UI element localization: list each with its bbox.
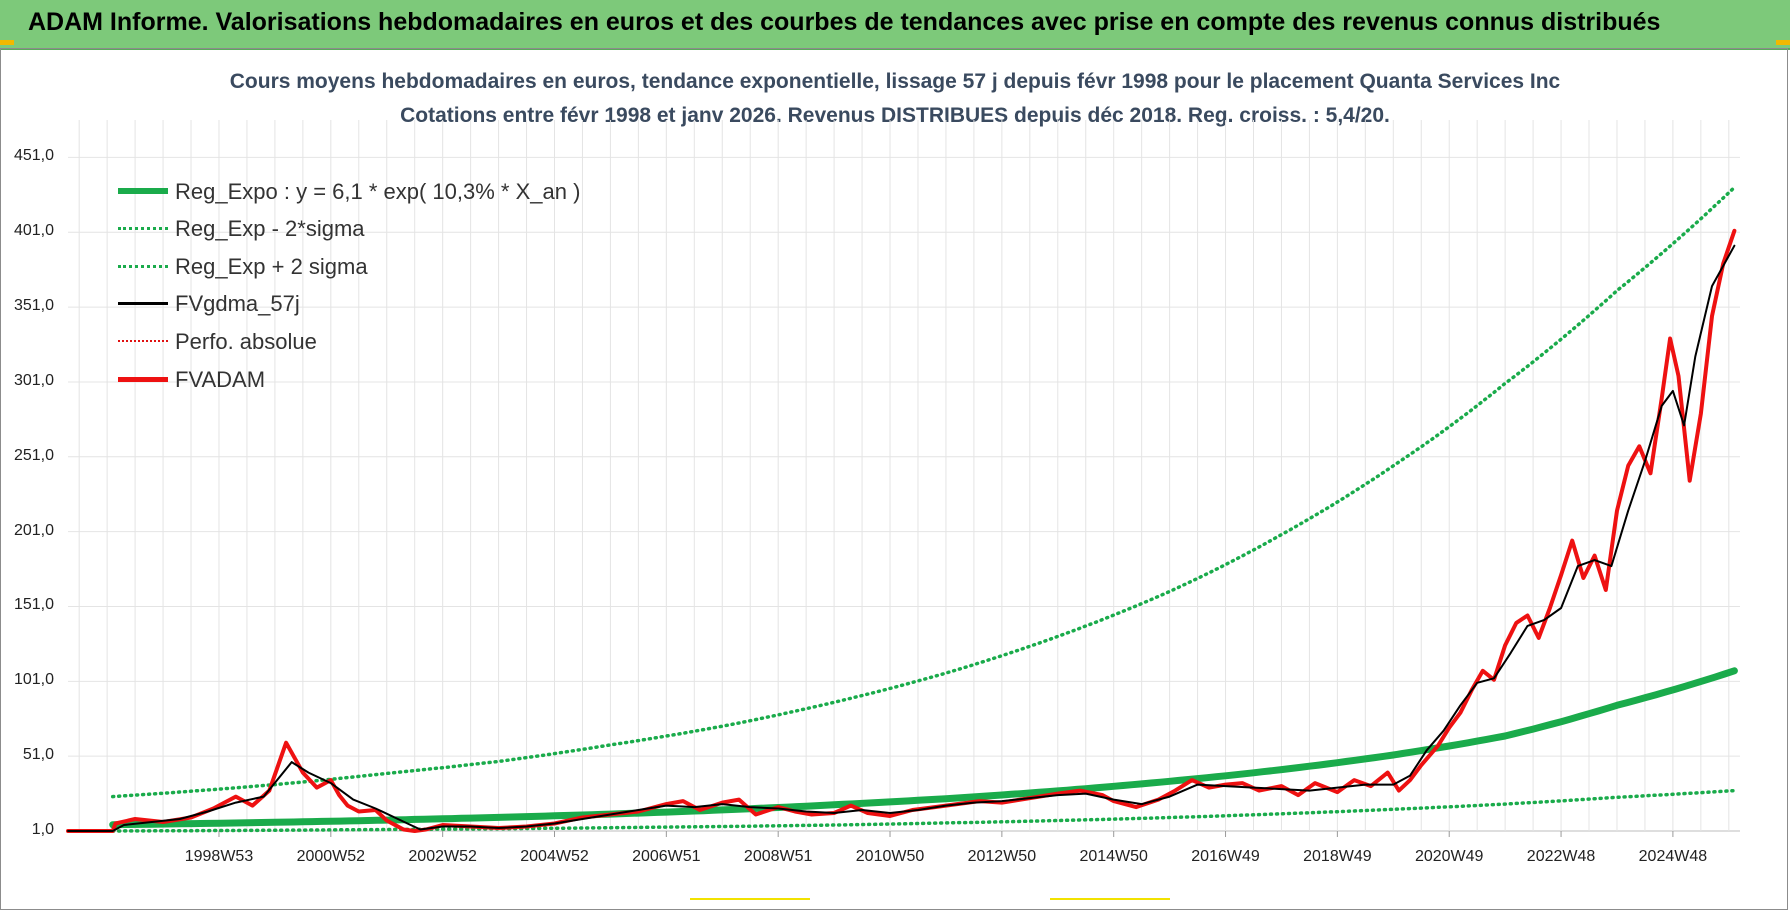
y-tick-label: 451,0 bbox=[13, 147, 54, 165]
legend-item-reg-expo: Reg_Expo : y = 6,1 * exp( 10,3% * X_an ) bbox=[118, 176, 598, 206]
y-tick-label: 1,0 bbox=[31, 821, 54, 838]
legend-label-perfo: Perfo. absolue bbox=[175, 329, 317, 354]
x-tick-label: 2016W49 bbox=[1191, 848, 1260, 865]
legend-swatch-perfo bbox=[118, 340, 168, 342]
chart-subtitle: Cotations entre févr 1998 et janv 2026. … bbox=[400, 104, 1390, 127]
legend-item-perfo: Perfo. absolue bbox=[118, 326, 598, 356]
series-reg-expo bbox=[109, 667, 1738, 829]
legend-swatch-reg-expo bbox=[118, 188, 168, 194]
series-reg-exp-plus-2sigma bbox=[110, 185, 1737, 799]
x-tick-label: 2012W50 bbox=[967, 848, 1037, 865]
legend-label-reg-exp-plus: Reg_Exp + 2 sigma bbox=[175, 254, 368, 279]
y-tick-label: 201,0 bbox=[13, 521, 54, 539]
legend-label-reg-exp-minus: Reg_Exp - 2*sigma bbox=[175, 216, 365, 241]
series-fvgdma-57j bbox=[67, 244, 1736, 832]
x-tick-label: 2020W49 bbox=[1414, 848, 1484, 865]
legend-swatch-reg-exp-plus bbox=[118, 265, 168, 268]
x-tick-label: 2010W50 bbox=[855, 848, 925, 865]
legend-item-fvadam: FVADAM bbox=[118, 364, 598, 394]
y-tick-label: 101,0 bbox=[13, 671, 54, 689]
y-tick-label: 401,0 bbox=[13, 222, 54, 240]
series-fvadam bbox=[66, 228, 1737, 833]
legend-label-reg-expo: Reg_Expo : y = 6,1 * exp( 10,3% * X_an ) bbox=[175, 179, 581, 204]
legend-item-reg-exp-plus: Reg_Exp + 2 sigma bbox=[118, 251, 598, 281]
x-tick-label: 1998W53 bbox=[184, 848, 254, 865]
y-tick-label: 251,0 bbox=[13, 446, 54, 464]
legend-item-reg-exp-minus: Reg_Exp - 2*sigma bbox=[118, 213, 598, 243]
y-tick-label: 351,0 bbox=[13, 297, 54, 315]
x-tick-label: 2002W52 bbox=[408, 848, 477, 865]
chart-frame bbox=[0, 48, 1788, 910]
bottom-highlight-mark bbox=[1050, 898, 1170, 900]
legend-label-fvgdma: FVgdma_57j bbox=[175, 291, 300, 316]
legend-label-fvadam: FVADAM bbox=[175, 367, 266, 392]
corner-mark-left bbox=[0, 40, 14, 45]
x-tick-label: 2004W52 bbox=[520, 848, 589, 865]
chart-title: Cours moyens hebdomadaires en euros, ten… bbox=[229, 70, 1561, 93]
corner-mark-right bbox=[1776, 40, 1790, 45]
y-tick-label: 301,0 bbox=[13, 371, 54, 389]
x-tick-label: 2008W51 bbox=[743, 848, 813, 865]
report-banner: ADAM Informe. Valorisations hebdomadaire… bbox=[0, 0, 1790, 50]
legend-item-fvgdma: FVgdma_57j bbox=[118, 288, 598, 318]
x-tick-label: 2000W52 bbox=[296, 848, 366, 865]
legend-swatch-fvgdma bbox=[118, 302, 168, 305]
x-tick-label: 2022W48 bbox=[1526, 848, 1596, 865]
y-tick-label: 151,0 bbox=[13, 596, 54, 614]
x-tick-label: 2024W48 bbox=[1638, 848, 1708, 865]
bottom-highlight-mark bbox=[690, 898, 810, 900]
x-tick-label: 2018W49 bbox=[1303, 848, 1372, 865]
report-title: ADAM Informe. Valorisations hebdomadaire… bbox=[28, 8, 1661, 36]
legend-swatch-fvadam bbox=[118, 377, 168, 382]
x-tick-label: 2014W50 bbox=[1079, 848, 1148, 865]
y-tick-label: 51,0 bbox=[22, 746, 54, 764]
legend-swatch-reg-exp-minus bbox=[118, 227, 168, 230]
x-tick-label: 2006W51 bbox=[632, 848, 701, 865]
